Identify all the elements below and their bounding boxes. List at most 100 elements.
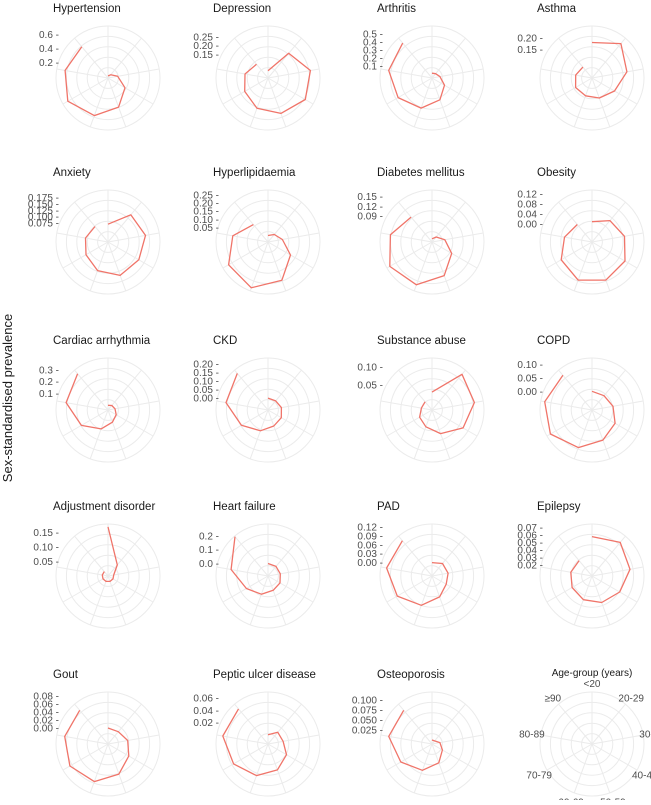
grid-spoke: [386, 77, 433, 105]
grid-spoke: [267, 409, 314, 437]
grid-spoke: [591, 232, 644, 243]
grid-spoke: [267, 575, 314, 603]
age-group-label: 30-39: [639, 729, 651, 740]
grid-spoke: [398, 369, 433, 411]
radar-panel: Osteoporosis 0.100 -0.075 -0.050 -0.025 -: [352, 669, 485, 797]
grid-spoke: [431, 37, 466, 79]
grid-spoke: [431, 743, 478, 771]
grid-spoke: [267, 400, 320, 411]
radial-tick-label: 0.05 -: [193, 223, 219, 234]
panel-title: Substance abuse: [377, 335, 466, 347]
radar-panel: Hypertension 0.6 - 0.4 - 0.2 -: [39, 3, 161, 131]
radial-tick-label: 0.12 -: [357, 523, 383, 534]
grid-spoke: [107, 734, 160, 745]
grid-spoke: [591, 68, 644, 79]
grid-spoke: [234, 535, 269, 577]
grid-spoke: [431, 575, 451, 626]
radial-tick-label: 0.03 -: [357, 549, 383, 560]
radial-tick-label: 0.12 -: [357, 202, 383, 213]
radial-tick-label: 0.1 -: [199, 545, 219, 556]
radar-panel: Epilepsy 0.07 -0.06 -0.05 -0.04 -0.03 -0.…: [517, 501, 645, 629]
radar-panel: Depression 0.25 -0.20 -0.15 -: [193, 3, 321, 131]
radial-tick-label: 0.05 -: [193, 385, 219, 396]
grid-spoke: [591, 743, 611, 794]
grid-spoke: [431, 409, 451, 460]
radial-tick-label: 0.10 -: [517, 360, 543, 371]
radial-tick-label: 0.25 -: [193, 190, 219, 201]
grid-spoke: [386, 743, 433, 771]
grid-spoke: [234, 201, 269, 243]
grid-spoke: [267, 734, 320, 745]
radial-tick-label: 0.05 -: [357, 380, 383, 391]
radial-tick-label: 0.00 -: [517, 220, 543, 231]
grid-spoke: [234, 369, 269, 411]
grid-spoke: [380, 400, 433, 411]
grid-spoke: [591, 743, 638, 771]
radial-tick-label: 0.2 -: [363, 54, 383, 65]
radial-tick-label: 0.06 -: [33, 700, 59, 711]
radial-tick-label: 0.04 -: [33, 708, 59, 719]
radar-panel: COPD 0.10 - 0.05 - 0.00 -: [517, 335, 645, 463]
radar-panel: PAD 0.12 -0.09 -0.06 -0.03 -0.00 -: [357, 501, 485, 629]
grid-spoke: [74, 703, 109, 745]
panel-title: Anxiety: [53, 167, 91, 179]
series-line: [574, 41, 628, 99]
legend-panel: Age-group (years)<2020-2930-3940-4950-59…: [519, 668, 651, 805]
grid-spoke: [431, 77, 478, 105]
grid-spoke: [386, 241, 433, 269]
radial-tick-label: 0.0 -: [199, 559, 219, 570]
series-line: [560, 219, 626, 281]
radial-tick-label: 0.12 -: [517, 189, 543, 200]
radial-tick-label: 0.10 -: [357, 363, 383, 374]
radar-panel: Diabetes mellitus 0.15 -0.12 -0.09 -: [357, 167, 485, 295]
radial-tick-label: 0.6 -: [39, 30, 59, 41]
grid-spoke: [107, 535, 142, 577]
panel-title: COPD: [537, 335, 570, 347]
radial-tick-label: 0.08 -: [33, 692, 59, 703]
series-line: [418, 373, 476, 435]
radar-panel: Peptic ulcer disease 0.06 -0.04 -0.02 -: [193, 669, 321, 797]
grid-spoke: [386, 575, 433, 603]
radar-panel: Heart failure 0.2 - 0.1 - 0.0 -: [199, 501, 321, 629]
radial-tick-label: 0.2 -: [39, 377, 59, 388]
grid-spoke: [56, 566, 109, 577]
grid-spoke: [431, 77, 451, 128]
grid-spoke: [431, 743, 451, 794]
panel-title: Obesity: [537, 167, 576, 179]
grid-spoke: [431, 535, 466, 577]
series-line: [570, 535, 631, 604]
grid-spoke: [431, 241, 478, 269]
radial-tick-label: 0.20 -: [193, 360, 219, 371]
grid-spoke: [591, 201, 626, 243]
grid-spoke: [431, 241, 451, 292]
radial-tick-label: 0.15 -: [193, 368, 219, 379]
grid-spoke: [62, 77, 109, 105]
series-line: [385, 540, 449, 606]
grid-spoke: [267, 37, 302, 79]
grid-spoke: [267, 201, 302, 243]
panel-title: Adjustment disorder: [53, 501, 155, 513]
radial-tick-label: 0.05 -: [517, 538, 543, 549]
radial-tick-label: 0.00 -: [517, 387, 543, 398]
grid-spoke: [56, 400, 109, 411]
panel-title: Arthritis: [377, 3, 416, 15]
radar-panel: Asthma 0.20 -0.15 -: [517, 3, 645, 131]
grid-spoke: [413, 575, 433, 626]
age-group-label: 80-89: [519, 729, 545, 740]
series-line: [389, 216, 453, 286]
y-axis-label: Sex-standardised prevalence: [0, 313, 15, 483]
grid-spoke: [558, 201, 593, 243]
grid-spoke: [591, 37, 626, 79]
radar-panel: Anxiety 0.175 -0.150 -0.125 -0.100 -0.075…: [28, 167, 161, 295]
grid-spoke: [267, 743, 314, 771]
panel-title: Hyperlipidaemia: [213, 167, 296, 179]
radial-tick-label: 0.10 -: [193, 377, 219, 388]
series-line: [65, 373, 117, 430]
grid-spoke: [591, 409, 611, 460]
radial-tick-label: 0.05 -: [517, 374, 543, 385]
series-line: [230, 536, 281, 595]
radial-tick-label: 0.15 -: [33, 528, 59, 539]
radial-tick-label: 0.1 -: [363, 62, 383, 73]
radial-tick-label: 0.150 -: [28, 200, 59, 211]
